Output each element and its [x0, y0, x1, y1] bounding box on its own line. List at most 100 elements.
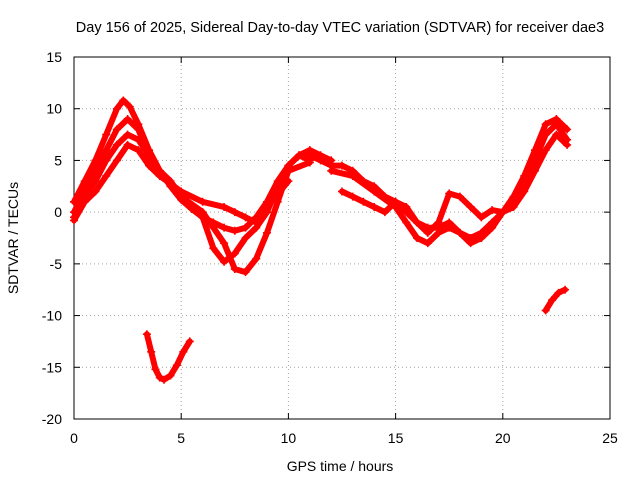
- x-tick-label: 15: [388, 430, 404, 446]
- data-point: [230, 265, 239, 274]
- data-point: [252, 218, 261, 227]
- data-point: [112, 125, 121, 134]
- data-point: [563, 140, 572, 149]
- data-point: [541, 130, 550, 139]
- data-point: [262, 202, 271, 211]
- data-point: [455, 192, 464, 201]
- data-point: [423, 239, 432, 248]
- data-point: [179, 347, 188, 356]
- data-point: [123, 130, 132, 139]
- data-point: [160, 375, 169, 384]
- data-point: [541, 146, 550, 155]
- data-point: [477, 234, 486, 242]
- data-point: [145, 161, 154, 170]
- data-point: [102, 171, 111, 180]
- data-point: [560, 285, 569, 294]
- series-line: [143, 331, 193, 383]
- data-point: [91, 187, 100, 196]
- axis-ticks: 0 5 10 15 20 25 -20 -15 -10 -5 0 5 10 15: [42, 49, 618, 446]
- y-tick-label: -15: [42, 359, 62, 375]
- data-point: [241, 223, 250, 232]
- data-point: [198, 197, 207, 206]
- data-point: [434, 228, 443, 237]
- data-point: [359, 197, 368, 206]
- series-line: [328, 121, 571, 247]
- data-point: [112, 104, 121, 113]
- x-tick-label: 5: [177, 430, 185, 446]
- data-point: [91, 177, 100, 186]
- data-point: [70, 216, 78, 225]
- data-point: [348, 171, 357, 180]
- data-point: [102, 146, 111, 155]
- data-point: [220, 223, 229, 232]
- data-point: [380, 208, 389, 217]
- data-point: [155, 373, 164, 382]
- data-point: [541, 306, 550, 315]
- data-point: [241, 234, 250, 242]
- x-tick-label: 10: [281, 430, 297, 446]
- series-track-6: [327, 120, 572, 248]
- data-point: [305, 158, 314, 167]
- data-point: [445, 189, 454, 198]
- data-point: [552, 130, 561, 139]
- data-point: [391, 197, 400, 206]
- data-point: [477, 213, 486, 222]
- data-point: [209, 223, 218, 232]
- data-point: [455, 228, 464, 237]
- x-tick-label: 20: [495, 430, 511, 446]
- y-tick-label: -10: [42, 308, 62, 324]
- series-line: [71, 116, 313, 265]
- data-point: [370, 187, 379, 196]
- data-point: [423, 228, 432, 237]
- series-track-4: [70, 140, 293, 227]
- data-point: [198, 208, 207, 217]
- data-point: [434, 218, 443, 227]
- data-point: [509, 202, 518, 211]
- data-point: [209, 244, 218, 253]
- data-point: [220, 239, 229, 248]
- data-point: [220, 202, 229, 211]
- data-point: [552, 120, 561, 129]
- data-point: [241, 213, 250, 222]
- data-point: [466, 202, 475, 211]
- data-points: [70, 96, 572, 384]
- data-point: [370, 202, 379, 211]
- y-tick-label: 15: [46, 49, 62, 65]
- data-point: [134, 125, 143, 134]
- data-point: [413, 234, 422, 242]
- data-point: [230, 208, 239, 217]
- y-axis-label: SDTVAR / TECUs: [5, 182, 21, 294]
- x-axis-label: GPS time / hours: [287, 458, 394, 474]
- data-point: [241, 268, 250, 277]
- data-point: [541, 120, 550, 129]
- plot-frame: [73, 56, 611, 420]
- data-point: [125, 102, 134, 111]
- data-point: [563, 125, 572, 134]
- data-point: [177, 187, 186, 196]
- series-track-9: [541, 285, 569, 315]
- data-point: [172, 361, 181, 370]
- y-tick-label: -20: [42, 411, 62, 427]
- data-point: [145, 151, 154, 160]
- data-point: [295, 151, 304, 160]
- data-point: [112, 156, 121, 165]
- series-line: [71, 131, 313, 276]
- data-point: [166, 371, 175, 380]
- data-point: [123, 115, 132, 124]
- data-point: [338, 161, 346, 170]
- series-line: [542, 286, 568, 314]
- data-point: [80, 197, 89, 206]
- data-point: [327, 166, 336, 175]
- data-point: [316, 156, 325, 165]
- data-point: [338, 187, 346, 196]
- y-tick-label: 10: [46, 101, 62, 117]
- data-point: [402, 202, 411, 211]
- y-tick-label: -5: [50, 256, 63, 272]
- data-point: [134, 135, 143, 144]
- data-point: [530, 166, 539, 175]
- y-tick-label: 0: [54, 204, 62, 220]
- series-line: [339, 131, 571, 236]
- data-point: [284, 166, 293, 175]
- data-point: [413, 218, 422, 227]
